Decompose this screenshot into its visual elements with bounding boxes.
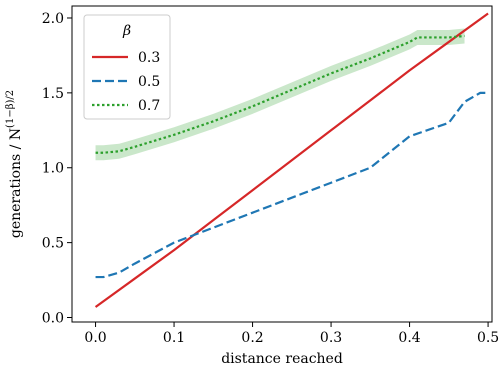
y-tick-label: 0.0 — [42, 311, 64, 327]
x-tick-label: 0.4 — [398, 330, 420, 346]
legend-title: β — [122, 23, 131, 39]
confidence-bands — [95, 28, 465, 161]
series-line-0.7 — [95, 34, 465, 154]
legend-label: 0.5 — [138, 74, 160, 90]
legend-label: 0.3 — [138, 50, 160, 66]
x-tick-label: 0.0 — [84, 330, 106, 346]
y-axis-label-exponent: (1−β)/2 — [5, 90, 16, 128]
x-tick-label: 0.5 — [477, 330, 499, 346]
legend: β 0.3 0.5 0.7 — [83, 14, 171, 120]
x-axis-label: distance reached — [221, 351, 343, 367]
y-axis-label-main: generations / N — [8, 128, 24, 238]
series-line-0.5 — [95, 91, 489, 279]
y-tick-label: 1.0 — [42, 161, 64, 177]
legend-label: 0.7 — [138, 98, 160, 114]
legend-entries: 0.3 0.5 0.7 — [92, 50, 160, 114]
plot-frame — [71, 5, 493, 323]
y-tick-label: 0.5 — [42, 236, 64, 252]
y-tick-label: 2.0 — [42, 11, 64, 27]
x-tick-label: 0.1 — [163, 330, 185, 346]
y-tick-label: 1.5 — [42, 86, 64, 102]
series-band-0.7 — [95, 28, 465, 161]
y-axis-ticks: 0.0 0.5 1.0 1.5 2.0 — [42, 11, 72, 327]
x-tick-label: 0.2 — [241, 330, 263, 346]
x-axis-ticks: 0.0 0.1 0.2 0.3 0.4 0.5 — [84, 322, 499, 346]
legend-box — [83, 14, 171, 120]
y-axis-label: generations / N(1−β)/2 — [5, 90, 24, 238]
series-lines — [94, 12, 489, 308]
x-tick-label: 0.3 — [320, 330, 342, 346]
series-line-0.3 — [94, 12, 489, 308]
